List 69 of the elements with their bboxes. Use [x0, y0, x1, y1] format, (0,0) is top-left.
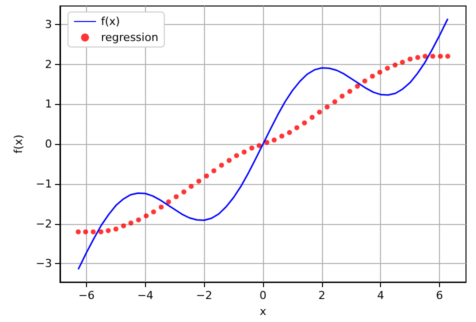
point — [204, 173, 210, 178]
x-axis-title: x — [260, 305, 267, 318]
point — [377, 70, 382, 75]
y-tick-label: 3 — [45, 18, 52, 31]
legend-label: regression — [101, 31, 158, 44]
point — [286, 130, 292, 135]
point — [234, 153, 240, 158]
point — [294, 125, 300, 130]
point — [264, 140, 270, 145]
point — [445, 54, 450, 59]
point — [136, 217, 142, 222]
point — [151, 209, 156, 214]
point — [400, 60, 405, 65]
point — [98, 229, 104, 234]
y-tick-label: 1 — [45, 98, 52, 111]
point — [128, 220, 134, 226]
point — [384, 66, 390, 71]
point — [188, 184, 194, 189]
point — [181, 189, 186, 194]
x-tick-label: 4 — [377, 289, 384, 302]
x-tick-label: −2 — [196, 289, 212, 302]
point — [408, 56, 413, 62]
y-axis-title: f(x) — [12, 134, 25, 154]
point — [211, 168, 216, 174]
point — [226, 158, 232, 163]
x-tick-label: −4 — [137, 289, 154, 302]
point — [310, 114, 315, 120]
point — [83, 229, 88, 234]
x-tick-label: −6 — [78, 289, 95, 302]
x-tick-label: 0 — [260, 289, 266, 302]
x-tick-label: 2 — [318, 289, 326, 302]
x-tick-label: 6 — [436, 289, 444, 302]
point — [332, 99, 338, 104]
point — [354, 84, 360, 89]
point — [422, 54, 428, 59]
point — [430, 54, 436, 59]
point — [196, 178, 202, 184]
y-tick-label: 2 — [45, 58, 52, 71]
point — [347, 88, 352, 94]
point — [279, 134, 284, 139]
point — [415, 54, 420, 60]
y-tick-label: −2 — [36, 217, 52, 230]
point — [174, 194, 179, 200]
point — [242, 150, 247, 155]
line-series — [77, 18, 449, 270]
y-tick-label: −1 — [36, 177, 52, 190]
point — [158, 204, 164, 210]
point — [76, 229, 81, 234]
y-tick-label: 0 — [45, 138, 52, 151]
y-tick-label: −3 — [36, 257, 52, 270]
point — [272, 138, 277, 143]
point — [219, 162, 224, 168]
point — [113, 226, 118, 232]
point — [316, 110, 322, 115]
point — [90, 229, 96, 234]
point — [121, 223, 126, 228]
point — [340, 94, 345, 99]
point — [324, 104, 330, 110]
point — [166, 199, 172, 204]
legend-label: f(x) — [101, 15, 120, 28]
point — [256, 143, 262, 148]
point — [362, 78, 368, 84]
point — [249, 146, 254, 151]
point — [438, 54, 443, 59]
point — [370, 74, 375, 79]
point — [106, 228, 111, 234]
point — [144, 213, 149, 218]
point — [392, 62, 398, 68]
point — [302, 120, 307, 126]
